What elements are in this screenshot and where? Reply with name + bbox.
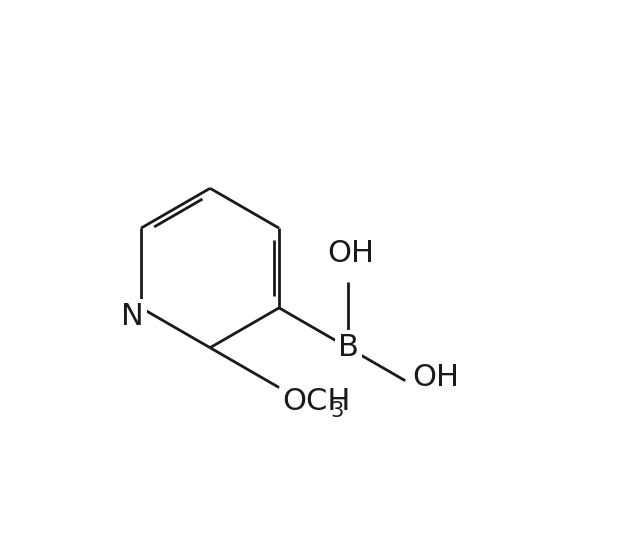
Text: B: B bbox=[338, 333, 358, 362]
Text: OCH: OCH bbox=[282, 387, 350, 416]
Text: OH: OH bbox=[412, 363, 459, 392]
Text: N: N bbox=[122, 302, 144, 330]
Text: 3: 3 bbox=[330, 401, 344, 421]
Text: OH: OH bbox=[328, 239, 374, 268]
